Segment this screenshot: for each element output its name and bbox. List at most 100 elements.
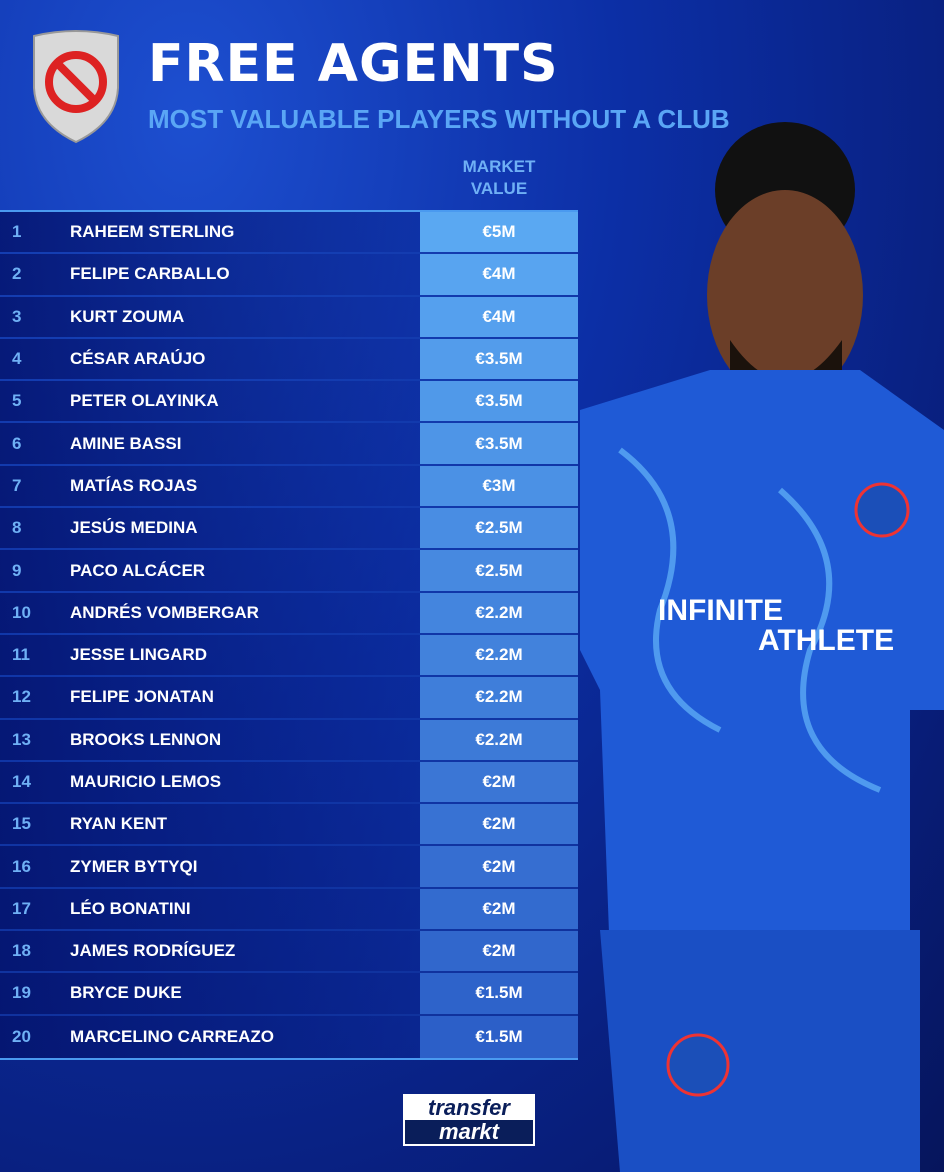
rank: 3: [12, 306, 22, 326]
table-row: 11 JESSE LINGARD €2.2M: [0, 634, 578, 678]
column-header-line: MARKET: [462, 157, 536, 176]
player-name: BRYCE DUKE: [70, 983, 182, 1003]
player-name: ANDRÉS VOMBERGAR: [70, 602, 259, 622]
rank: 15: [12, 814, 31, 834]
player-name: MAURICIO LEMOS: [70, 772, 222, 791]
player-name: PACO ALCÁCER: [70, 560, 206, 580]
table-row: 10 ANDRÉS VOMBERGAR €2.2M: [0, 592, 578, 635]
table-row: 3 KURT ZOUMA €4M: [0, 296, 578, 339]
player-name: FELIPE JONATAN: [70, 687, 214, 707]
table-row: 1 RAHEEM STERLING €5M: [0, 212, 578, 255]
player-name: KURT ZOUMA: [70, 306, 185, 326]
rank: 6: [12, 433, 22, 453]
page-title: FREE AGENTS: [148, 34, 559, 94]
table-row: 20 MARCELINO CARREAZO €1.5M: [0, 1015, 578, 1058]
player-photo: INFINITE ATHLETE: [580, 122, 944, 1172]
market-value: €2M: [420, 888, 578, 930]
market-value: €3.5M: [420, 338, 578, 380]
player-name: RAHEEM STERLING: [70, 222, 235, 242]
row-label-area: 4 CÉSAR ARAÚJO: [0, 338, 420, 380]
player-name: PETER OLAYINKA: [70, 391, 219, 411]
rank: 10: [12, 602, 31, 622]
svg-text:INFINITE: INFINITE: [658, 594, 783, 627]
row-label-area: 17 LÉO BONATINI: [0, 888, 420, 930]
rank: 5: [12, 391, 22, 411]
market-value: €5M: [420, 212, 578, 253]
table-row: 5 PETER OLAYINKA €3.5M: [0, 381, 578, 424]
row-label-area: 1 RAHEEM STERLING: [0, 212, 420, 253]
svg-text:ATHLETE: ATHLETE: [758, 624, 894, 657]
table-row: 14 MAURICIO LEMOS €2M: [0, 761, 578, 805]
rank: 14: [12, 772, 31, 791]
player-name: MATÍAS ROJAS: [70, 475, 198, 495]
rank: 4: [12, 349, 22, 369]
table-row: 13 BROOKS LENNON €2.2M: [0, 719, 578, 762]
rank: 17: [12, 898, 31, 918]
player-name: LÉO BONATINI: [70, 898, 191, 918]
prohibited-sign-shield-icon: [33, 30, 119, 144]
row-label-area: 9 PACO ALCÁCER: [0, 550, 420, 591]
row-label-area: 6 AMINE BASSI: [0, 423, 420, 464]
market-value: €3.5M: [420, 381, 578, 422]
market-value: €4M: [420, 296, 578, 337]
table-row: 9 PACO ALCÁCER €2.5M: [0, 550, 578, 593]
row-label-area: 12 FELIPE JONATAN: [0, 677, 420, 718]
market-value: €1.5M: [420, 1015, 578, 1058]
row-label-area: 10 ANDRÉS VOMBERGAR: [0, 592, 420, 633]
market-value: €2.2M: [420, 677, 578, 718]
rank: 20: [12, 1026, 31, 1046]
market-value: €2M: [420, 761, 578, 803]
market-value: €1.5M: [420, 973, 578, 1014]
row-label-area: 20 MARCELINO CARREAZO: [0, 1015, 420, 1058]
row-label-area: 13 BROOKS LENNON: [0, 719, 420, 760]
ranking-table: 1 RAHEEM STERLING €5M 2 FELIPE CARBALLO €4M 3 K…: [0, 210, 578, 1060]
rank: 1: [12, 222, 22, 242]
market-value: €2M: [420, 931, 578, 972]
logo-line: markt: [405, 1120, 533, 1144]
table-row: 4 CÉSAR ARAÚJO €3.5M: [0, 338, 578, 382]
player-name: FELIPE CARBALLO: [70, 264, 230, 284]
table-row: 17 LÉO BONATINI €2M: [0, 888, 578, 932]
market-value: €2.2M: [420, 592, 578, 633]
row-label-area: 7 MATÍAS ROJAS: [0, 465, 420, 507]
rank: 13: [12, 729, 31, 749]
player-name: CÉSAR ARAÚJO: [70, 349, 206, 369]
rank: 9: [12, 560, 22, 580]
row-label-area: 14 MAURICIO LEMOS: [0, 761, 420, 803]
rank: 7: [12, 475, 22, 495]
row-label-area: 19 BRYCE DUKE: [0, 973, 420, 1014]
rank: 2: [12, 264, 22, 284]
rank: 18: [12, 941, 31, 961]
rank: 11: [12, 645, 30, 665]
table-row: 16 ZYMER BYTYQI €2M: [0, 846, 578, 889]
market-value: €2M: [420, 846, 578, 887]
player-name: JAMES RODRÍGUEZ: [70, 941, 236, 961]
row-label-area: 8 JESÚS MEDINA: [0, 508, 420, 549]
player-name: ZYMER BYTYQI: [70, 856, 198, 876]
market-value: €2.5M: [420, 550, 578, 591]
market-value: €4M: [420, 254, 578, 295]
player-name: BROOKS LENNON: [70, 729, 222, 749]
page-subtitle: MOST VALUABLE PLAYERS WITHOUT A CLUB: [148, 104, 730, 134]
table-row: 6 AMINE BASSI €3.5M: [0, 423, 578, 466]
row-label-area: 3 KURT ZOUMA: [0, 296, 420, 337]
logo-line: transfer: [428, 1095, 510, 1120]
table-row: 12 FELIPE JONATAN €2.2M: [0, 677, 578, 720]
market-value: €2.2M: [420, 719, 578, 760]
rank: 19: [12, 983, 31, 1003]
player-name: MARCELINO CARREAZO: [70, 1026, 274, 1046]
row-label-area: 5 PETER OLAYINKA: [0, 381, 420, 422]
player-name: JESÚS MEDINA: [70, 518, 198, 538]
market-value: €2.5M: [420, 508, 578, 549]
table-row: 15 RYAN KENT €2M: [0, 804, 578, 847]
table-row: 19 BRYCE DUKE €1.5M: [0, 973, 578, 1016]
player-name: AMINE BASSI: [70, 433, 182, 453]
column-header-line: VALUE: [470, 179, 528, 198]
table-row: 8 JESÚS MEDINA €2.5M: [0, 508, 578, 551]
market-value: €2M: [420, 804, 578, 845]
row-label-area: 11 JESSE LINGARD: [0, 634, 420, 676]
market-value-column-header: MARKET VALUE: [420, 156, 578, 200]
row-label-area: 15 RYAN KENT: [0, 804, 420, 845]
row-label-area: 2 FELIPE CARBALLO: [0, 254, 420, 295]
market-value: €3.5M: [420, 423, 578, 464]
